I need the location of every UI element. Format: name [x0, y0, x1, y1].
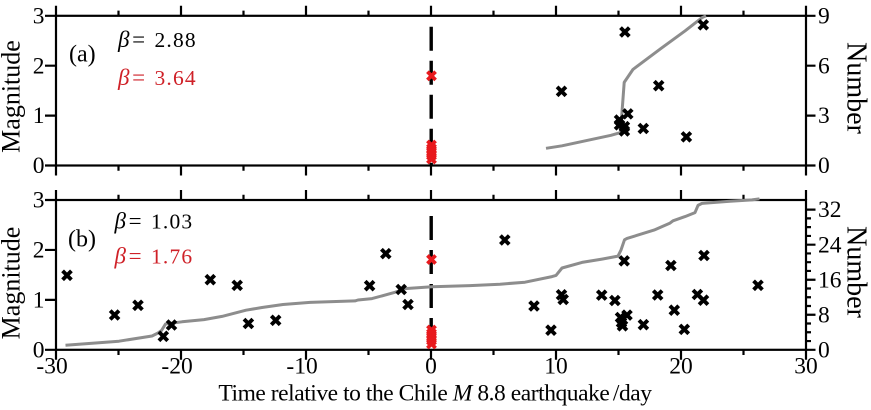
svg-text:0: 0	[818, 337, 830, 363]
svg-text:1: 1	[33, 287, 45, 313]
svg-text:3: 3	[33, 3, 45, 29]
svg-text:(b): (b)	[68, 226, 96, 252]
svg-text:Time relative to the Chile M 8: Time relative to the Chile M 8.8 earthqu…	[218, 381, 652, 407]
svg-text:0: 0	[33, 153, 45, 179]
svg-text:Number: Number	[841, 226, 871, 318]
svg-text:β=2.88: β = 2.88	[117, 27, 197, 52]
svg-text:0: 0	[33, 337, 45, 363]
svg-text:30: 30	[794, 354, 818, 380]
svg-text:β=3.64: β = 3.64	[117, 65, 197, 90]
svg-text:Magnitude: Magnitude	[0, 40, 26, 153]
svg-text:8: 8	[818, 302, 830, 328]
svg-text:β=1.03: β = 1.03	[114, 208, 194, 233]
svg-text:-20: -20	[161, 354, 192, 380]
svg-text:3: 3	[818, 103, 830, 129]
svg-text:16: 16	[818, 267, 842, 293]
svg-text:-30: -30	[36, 354, 67, 380]
svg-text:-10: -10	[286, 354, 317, 380]
svg-text:Magnitude: Magnitude	[0, 227, 26, 340]
svg-text:2: 2	[33, 238, 45, 264]
svg-text:3: 3	[33, 188, 45, 214]
svg-text:1: 1	[33, 103, 45, 129]
svg-text:(a): (a)	[69, 41, 96, 67]
svg-text:6: 6	[818, 53, 830, 79]
svg-text:0: 0	[425, 354, 437, 380]
svg-text:Number: Number	[841, 42, 871, 134]
svg-text:10: 10	[544, 354, 568, 380]
svg-text:0: 0	[818, 153, 830, 179]
svg-text:32: 32	[818, 197, 842, 223]
svg-text:20: 20	[669, 354, 693, 380]
svg-text:2: 2	[33, 53, 45, 79]
svg-text:24: 24	[818, 232, 842, 258]
svg-text:β=1.76: β = 1.76	[114, 243, 194, 268]
svg-text:9: 9	[818, 3, 830, 29]
